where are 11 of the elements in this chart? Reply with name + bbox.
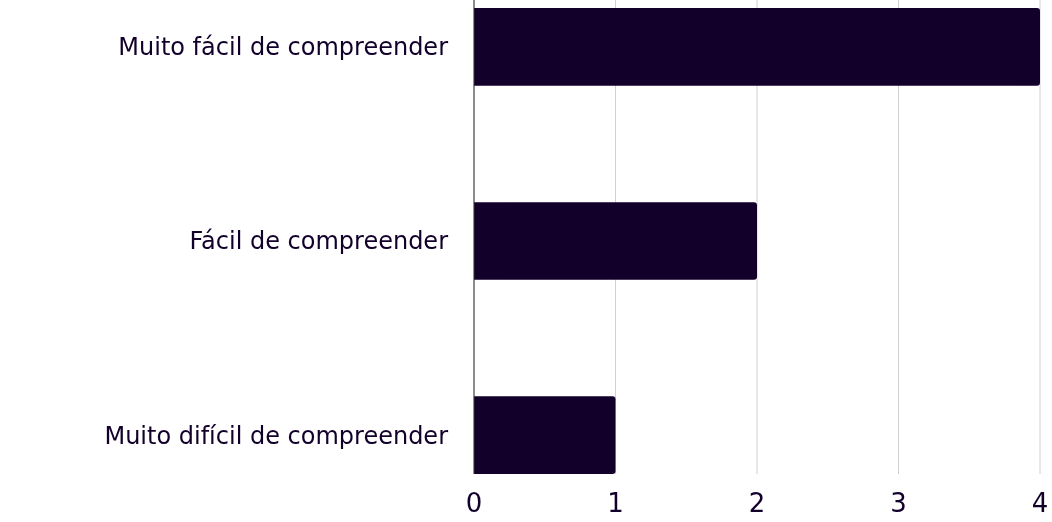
x-tick-label: 4 xyxy=(1031,488,1049,518)
x-tick-label: 1 xyxy=(607,488,624,518)
bar xyxy=(474,396,616,474)
y-tick-label: Fácil de compreender xyxy=(189,227,449,256)
y-tick-label: Muito fácil de compreender xyxy=(118,33,449,62)
x-tick-label: 3 xyxy=(890,488,907,518)
x-tick-label: 2 xyxy=(748,488,766,518)
x-tick-label: 0 xyxy=(465,488,483,518)
bar xyxy=(474,8,1040,86)
y-tick-label: Muito difícil de compreender xyxy=(104,421,449,450)
bar xyxy=(474,202,757,280)
